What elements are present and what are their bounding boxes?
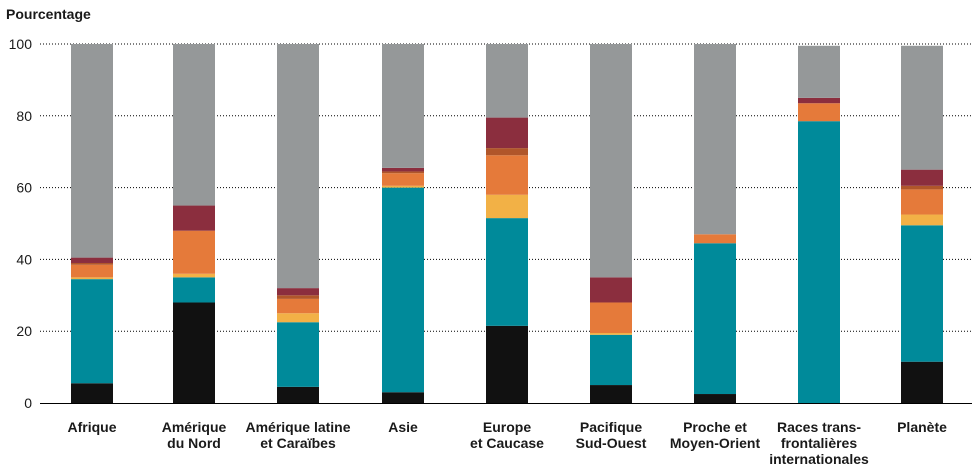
y-tick-label: 0 (24, 395, 32, 411)
bar-segment (486, 155, 528, 195)
bar-segment (277, 298, 319, 314)
category-label: Races trans-frontalières internationales (769, 419, 869, 467)
category-label-line: Europe (483, 419, 531, 435)
bar-segment (798, 103, 840, 122)
bar-segment (382, 44, 424, 168)
bar-segment (901, 185, 943, 190)
bar-segment (71, 277, 113, 280)
bar-segment (486, 117, 528, 149)
category-label: Asie (388, 419, 418, 435)
category-label-line: du Nord (167, 435, 221, 451)
bar-segment (590, 385, 632, 403)
bar-segment (173, 230, 215, 274)
category-label-line: frontalières (781, 435, 857, 451)
y-tick-labels: 0 20 40 60 80 100 (9, 36, 33, 411)
bar-segment (901, 169, 943, 186)
y-axis-title: Pourcentage (6, 6, 91, 22)
bar-segment (590, 44, 632, 278)
category-label-line: Proche et (683, 419, 747, 435)
bar-segment (173, 44, 215, 206)
y-tick-label: 20 (16, 323, 32, 339)
bar-segment (173, 302, 215, 403)
category-label-line: Afrique (68, 419, 117, 435)
category-label: Amérique latine et Caraïbes (245, 419, 350, 451)
category-label-line: Pacifique (580, 419, 642, 435)
category-label: Planète (897, 419, 947, 435)
bar-segment (71, 383, 113, 403)
bar-segment (173, 205, 215, 231)
bar-segment (590, 277, 632, 303)
category-label: Europe et Caucase (470, 419, 544, 451)
bar-segment (798, 45, 840, 98)
bar-segment (901, 361, 943, 403)
category-label-line: Races trans- (777, 419, 861, 435)
bar-segment (71, 257, 113, 263)
category-label-line: et Caucase (470, 435, 544, 451)
bar-segment (382, 187, 424, 393)
category-label: Afrique (68, 419, 117, 435)
bar-segment (277, 313, 319, 323)
bar-segment (590, 302, 632, 333)
bar-segment (486, 325, 528, 403)
category-label: Proche et Moyen-Orient (670, 419, 761, 451)
bar-segment (71, 44, 113, 258)
bar-segment (71, 279, 113, 384)
category-label-line: Planète (897, 419, 947, 435)
y-tick-label: 80 (16, 108, 32, 124)
bar-segment (901, 214, 943, 226)
bar-segment (382, 167, 424, 172)
bar-segment (901, 189, 943, 215)
bar-segment (277, 295, 319, 299)
bar-segment (382, 173, 424, 186)
bar-segment (173, 277, 215, 303)
bar-segment (694, 394, 736, 403)
bar-segment (382, 185, 424, 188)
y-tick-label: 60 (16, 180, 32, 196)
bar-segment (173, 273, 215, 278)
category-label-line: et Caraïbes (260, 435, 336, 451)
bar-segment (590, 334, 632, 386)
category-label-line: Moyen-Orient (670, 435, 761, 451)
category-label-line: Asie (388, 419, 418, 435)
bar-segment (901, 45, 943, 170)
y-tick-label: 40 (16, 251, 32, 267)
bar-segment (486, 194, 528, 219)
bar-segment (694, 234, 736, 244)
bar-segment (277, 322, 319, 387)
category-label: Pacifique Sud-Ouest (576, 419, 647, 451)
bar-segment (901, 225, 943, 362)
category-label-line: internationales (769, 451, 869, 467)
bar-segment (277, 288, 319, 296)
bar-segment (590, 332, 632, 335)
y-tick-label: 100 (9, 36, 33, 52)
bar-segment (71, 264, 113, 278)
category-label: Amérique du Nord (162, 419, 227, 451)
bar-segment (277, 386, 319, 403)
category-label-line: Amérique (162, 419, 227, 435)
bar-segment (486, 218, 528, 326)
bar-segment (382, 171, 424, 174)
bar-segment (694, 44, 736, 235)
bar-segment (798, 121, 840, 403)
bar-segment (694, 243, 736, 395)
bar-segment (486, 148, 528, 156)
bar-segment (277, 44, 319, 289)
category-label-line: Amérique latine (245, 419, 350, 435)
bar-segment (486, 44, 528, 118)
bar-segment (71, 262, 113, 265)
category-label-line: Sud-Ouest (576, 435, 647, 451)
bar-segment (382, 392, 424, 403)
bars (71, 44, 943, 403)
bar-segment (798, 97, 840, 104)
